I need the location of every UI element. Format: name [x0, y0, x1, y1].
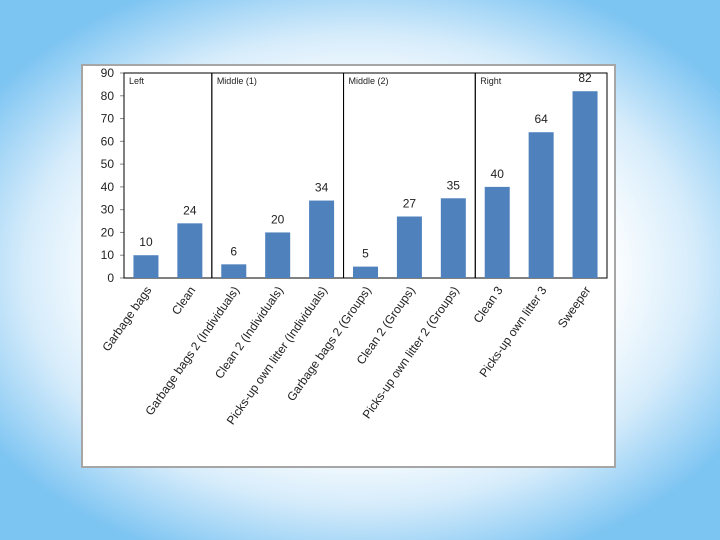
- bar: [440, 198, 466, 278]
- bar: [572, 91, 598, 278]
- y-tick-label: 20: [101, 225, 115, 239]
- y-tick-label: 10: [101, 248, 115, 262]
- bar: [133, 255, 159, 278]
- data-label: 82: [578, 71, 592, 85]
- y-tick-label: 60: [101, 134, 115, 148]
- category-label: Sweeper: [555, 284, 594, 331]
- data-label: 64: [534, 112, 548, 126]
- region-label: Right: [480, 76, 502, 86]
- bar: [221, 264, 247, 278]
- data-label: 34: [315, 181, 329, 195]
- y-tick-label: 50: [101, 157, 115, 171]
- category-label: Garbage bags 2 (Groups): [284, 284, 374, 404]
- data-label: 20: [271, 212, 285, 226]
- data-label: 6: [230, 244, 237, 258]
- data-label: 5: [362, 247, 369, 261]
- y-tick-label: 90: [101, 66, 115, 80]
- data-label: 24: [183, 203, 197, 217]
- chart-frame: 0 10 20 30 40 50 60 70 80 90 Left Middle (1) Middle …: [81, 64, 616, 468]
- data-label: 10: [139, 235, 153, 249]
- y-tick-label: 80: [101, 89, 115, 103]
- bar: [353, 266, 378, 278]
- data-label: 27: [403, 197, 417, 211]
- region-label: Middle (2): [349, 76, 389, 86]
- region-label: Left: [129, 76, 145, 86]
- bar: [484, 186, 510, 278]
- bar: [528, 132, 554, 278]
- category-label: Clean: [169, 284, 198, 318]
- data-label: 40: [491, 167, 505, 181]
- y-tick-label: 0: [107, 271, 114, 285]
- category-label: Garbage bags: [99, 284, 154, 354]
- y-tick-label: 70: [101, 112, 115, 126]
- bar: [177, 223, 203, 278]
- bar: [309, 200, 335, 278]
- category-label: Clean 3: [470, 283, 505, 325]
- bar: [396, 216, 422, 278]
- y-tick-label: 40: [101, 180, 115, 194]
- region-label: Middle (1): [217, 76, 257, 86]
- y-tick-label: 30: [101, 203, 115, 217]
- bar: [265, 232, 291, 278]
- bar-chart: 0 10 20 30 40 50 60 70 80 90 Left Middle (1) Middle …: [99, 66, 608, 427]
- data-label: 35: [447, 178, 461, 192]
